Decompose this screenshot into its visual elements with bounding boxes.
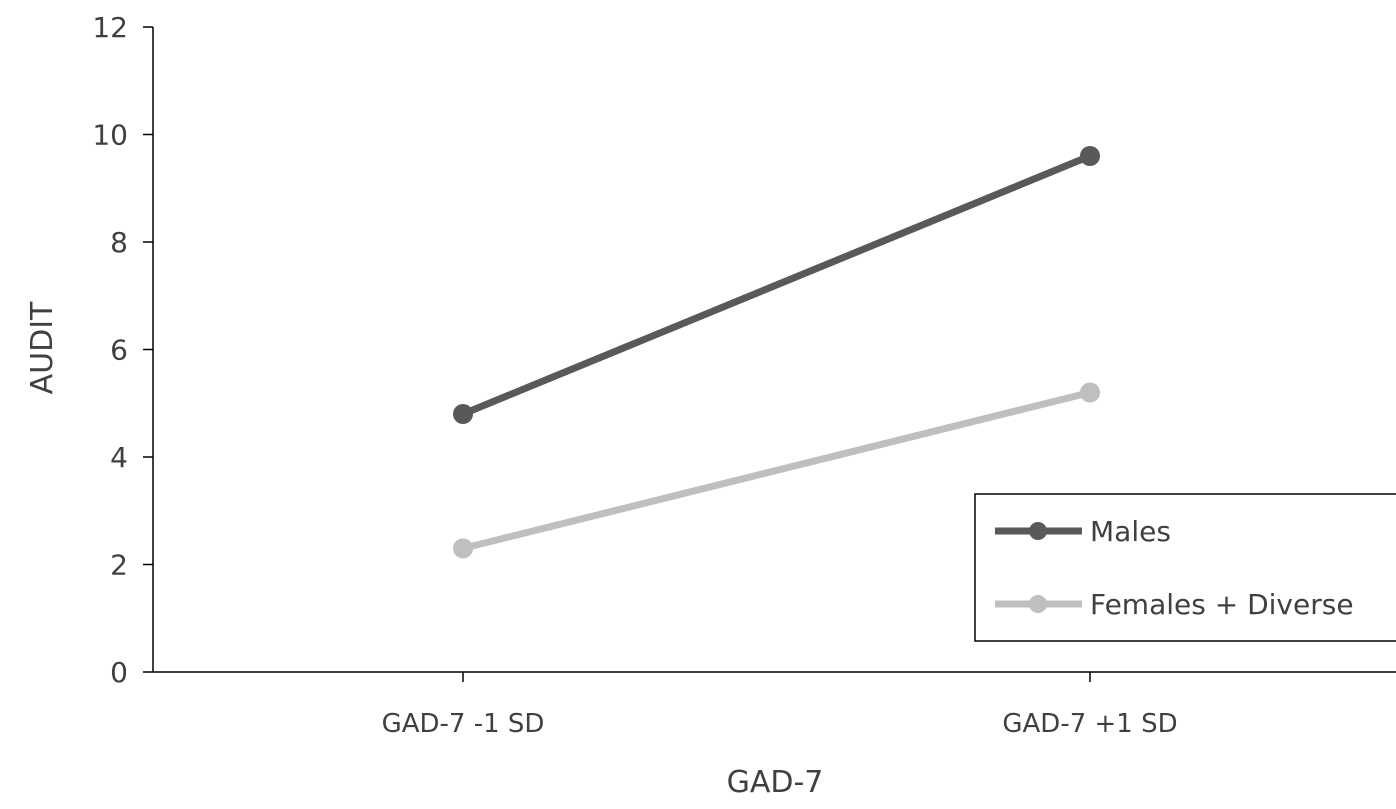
series-line (459, 389, 1094, 552)
x-axis-title: GAD-7 (727, 765, 824, 800)
legend-label: Males (1090, 515, 1171, 548)
legend-swatch-marker (1029, 522, 1047, 540)
legend-swatch-marker (1029, 595, 1047, 613)
x-axis: GAD-7 -1 SD GAD-7 +1 SD (153, 671, 1396, 739)
x-tick-label: GAD-7 -1 SD (382, 709, 545, 739)
series-males (453, 146, 1100, 424)
y-tick-label: 6 (110, 334, 128, 367)
data-point (1080, 146, 1100, 166)
y-tick-label: 2 (110, 549, 128, 582)
y-tick-label: 0 (110, 656, 128, 689)
y-tick-label: 8 (110, 226, 128, 259)
plot-series (453, 146, 1100, 559)
y-tick-label: 10 (92, 119, 128, 152)
legend-box (974, 493, 1396, 642)
y-axis-title: AUDIT (25, 301, 60, 394)
series-females-diverse (453, 382, 1100, 559)
y-tick-label: 12 (92, 11, 128, 44)
y-axis: 0 2 4 6 8 10 12 (92, 11, 154, 689)
y-tick-label: 4 (110, 441, 128, 474)
series-line (459, 152, 1094, 418)
legend-label: Females + Diverse (1090, 588, 1354, 621)
data-point (453, 404, 473, 424)
x-tick-label: GAD-7 +1 SD (1002, 709, 1177, 739)
legend: Males Females + Diverse (974, 493, 1396, 642)
data-point (1080, 382, 1100, 403)
data-point (453, 538, 473, 559)
